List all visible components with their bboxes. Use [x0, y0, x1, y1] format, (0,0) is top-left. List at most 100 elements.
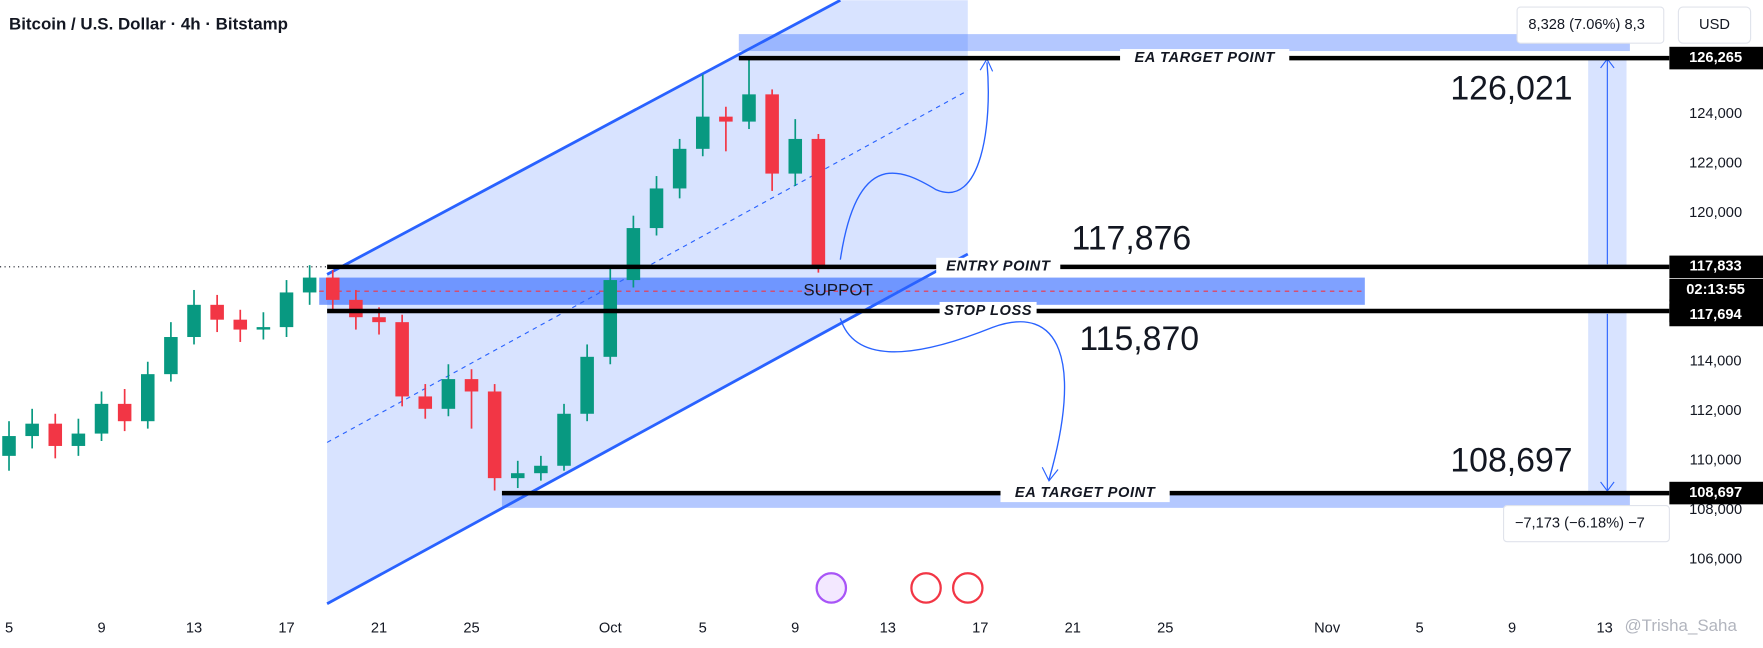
price-tag: 108,697 [1689, 485, 1742, 501]
x-tick-label: 5 [1416, 620, 1424, 636]
x-tick-label: 25 [463, 620, 479, 636]
candle-body [233, 319, 248, 330]
x-tick-label: 25 [1157, 620, 1173, 636]
candle-body [48, 423, 63, 446]
x-tick-label: 5 [5, 620, 13, 636]
path-arrow [839, 318, 1066, 480]
event-icon[interactable] [815, 572, 848, 604]
candle-body [25, 423, 39, 437]
currency-box[interactable] [1677, 6, 1752, 44]
candle-body [534, 465, 548, 474]
measure-label: −7,173 (−6.18%) −7 [1515, 516, 1645, 532]
measure-label: 8,328 (7.06%) 8,3 [1528, 17, 1645, 33]
candle-body [210, 304, 224, 320]
channel-line [326, 0, 841, 276]
x-tick-label: 21 [1065, 620, 1081, 636]
price-tag: 126,265 [1689, 50, 1742, 66]
price-tag-bg [1669, 481, 1763, 505]
zone-layer: SUPPOT [319, 277, 1365, 305]
x-tick-label: 13 [186, 620, 202, 636]
x-tick-label: 9 [1508, 620, 1516, 636]
candle-body [164, 337, 178, 375]
currency[interactable]: USD [1699, 17, 1730, 33]
candle-body [187, 304, 201, 338]
annotation: 126,021 [1450, 69, 1572, 107]
x-tick-label: 9 [97, 620, 105, 636]
candle-body [279, 292, 294, 328]
level-label: EA TARGET POINT [1134, 50, 1275, 66]
level-label: EA TARGET POINT [1015, 485, 1156, 501]
y-tick-label: 108,000 [1689, 502, 1742, 518]
candle-body [464, 379, 479, 392]
candle-body [395, 322, 409, 397]
candle-body [580, 356, 594, 414]
x-tick-label: Oct [599, 620, 622, 636]
candle-body [742, 94, 756, 122]
measure-band [738, 34, 1630, 52]
candle-body [372, 317, 386, 323]
annotation: 108,697 [1450, 442, 1572, 480]
candle-body [349, 299, 363, 318]
candle-body [626, 228, 641, 281]
candle-body [302, 277, 317, 293]
annotation: 117,876 [1071, 219, 1191, 257]
path-arrow [839, 62, 989, 260]
candle-body [418, 396, 433, 409]
candle-body [94, 403, 109, 434]
price-tag-bg [1669, 278, 1763, 302]
x-tick-label: 17 [278, 620, 294, 636]
y-tick-label: 124,000 [1689, 106, 1742, 122]
candle-body [672, 148, 687, 189]
candle-body [487, 391, 502, 479]
candle-body [325, 277, 340, 300]
chart-title: Bitcoin / U.S. Dollar · 4h · Bitstamp [9, 15, 288, 34]
candle-body [695, 116, 710, 149]
x-tick-label: 13 [1596, 620, 1612, 636]
candle-body [788, 138, 803, 174]
x-tick-label: 17 [972, 620, 988, 636]
candles [0, 59, 826, 491]
candle-body [441, 379, 456, 409]
price-tag-bg [1669, 46, 1763, 70]
price-tag-bg [1669, 255, 1763, 279]
price-tag: 117,833 [1690, 259, 1742, 275]
zone-label: SUPPOT [803, 281, 873, 300]
candle-body [256, 327, 271, 330]
y-tick-label: 106,000 [1689, 552, 1742, 568]
y-tick-label: 114,000 [1690, 354, 1742, 370]
candle-body [140, 374, 155, 422]
candle-body [765, 94, 779, 174]
event-icon[interactable] [910, 572, 942, 604]
y-tick-label: 122,000 [1689, 156, 1742, 172]
levels: EA TARGET POINT ENTRY POINT STOP LOSS EA TA… [327, 49, 1670, 503]
y-tick-label: 110,000 [1690, 453, 1742, 469]
level-label-bg [1000, 484, 1170, 503]
x-tick-label: 13 [880, 620, 896, 636]
y-tick-label: 112,000 [1690, 403, 1742, 419]
annotation: 115,870 [1079, 320, 1199, 358]
candle-body [811, 138, 826, 267]
measure-box [1516, 6, 1665, 44]
axes: 5 9 13 17 21 25 Oct 5 9 13 17 21 25 Nov 5 9 13 106,000 108… [5, 46, 1763, 636]
candle-body [71, 433, 86, 446]
level-label-bg [939, 301, 1037, 320]
x-tick-label: 21 [371, 620, 387, 636]
event-icon[interactable] [951, 572, 984, 604]
x-tick-label: 9 [791, 620, 799, 636]
level-label: STOP LOSS [944, 303, 1032, 319]
arrow-head [1041, 466, 1059, 482]
measure-box [1503, 505, 1670, 543]
level-label-bg [936, 257, 1061, 276]
candle-body [510, 473, 525, 479]
watermark: @Trisha_Saha [1624, 616, 1737, 635]
x-tick-label: Nov [1314, 620, 1341, 636]
y-tick-label: 120,000 [1689, 205, 1742, 221]
candle-body [117, 403, 132, 422]
level-label-bg [1120, 49, 1290, 68]
candle-body [603, 280, 618, 357]
price-tag: 02:13:55 [1686, 282, 1745, 298]
candle-body [2, 436, 16, 456]
